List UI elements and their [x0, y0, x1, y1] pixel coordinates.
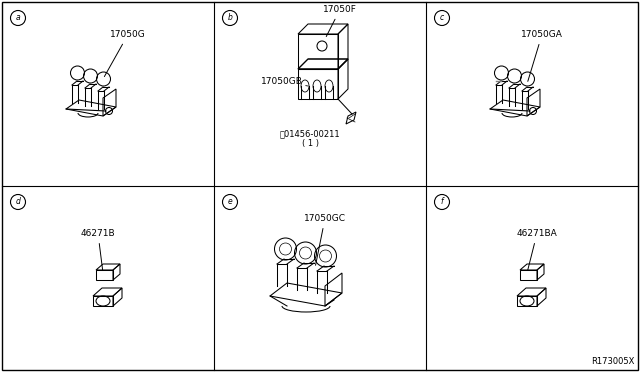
Text: 17050GB: 17050GB — [261, 77, 308, 86]
Circle shape — [10, 195, 26, 209]
Text: ( 1 ): ( 1 ) — [301, 139, 319, 148]
Circle shape — [435, 10, 449, 26]
Text: 17050F: 17050F — [323, 5, 357, 36]
Text: Ⓢ01456-00211: Ⓢ01456-00211 — [280, 129, 340, 138]
Circle shape — [223, 10, 237, 26]
Text: 17050GA: 17050GA — [521, 30, 563, 81]
Text: a: a — [16, 13, 20, 22]
Circle shape — [435, 195, 449, 209]
Text: d: d — [15, 198, 20, 206]
Text: 17050G: 17050G — [104, 30, 146, 77]
Text: 46271BA: 46271BA — [516, 229, 557, 270]
Text: 17050GC: 17050GC — [304, 214, 346, 265]
Circle shape — [10, 10, 26, 26]
Text: b: b — [228, 13, 232, 22]
Circle shape — [223, 195, 237, 209]
Text: 46271B: 46271B — [81, 229, 115, 270]
Text: R173005X: R173005X — [591, 357, 634, 366]
Text: f: f — [441, 198, 444, 206]
Text: c: c — [440, 13, 444, 22]
Text: e: e — [228, 198, 232, 206]
